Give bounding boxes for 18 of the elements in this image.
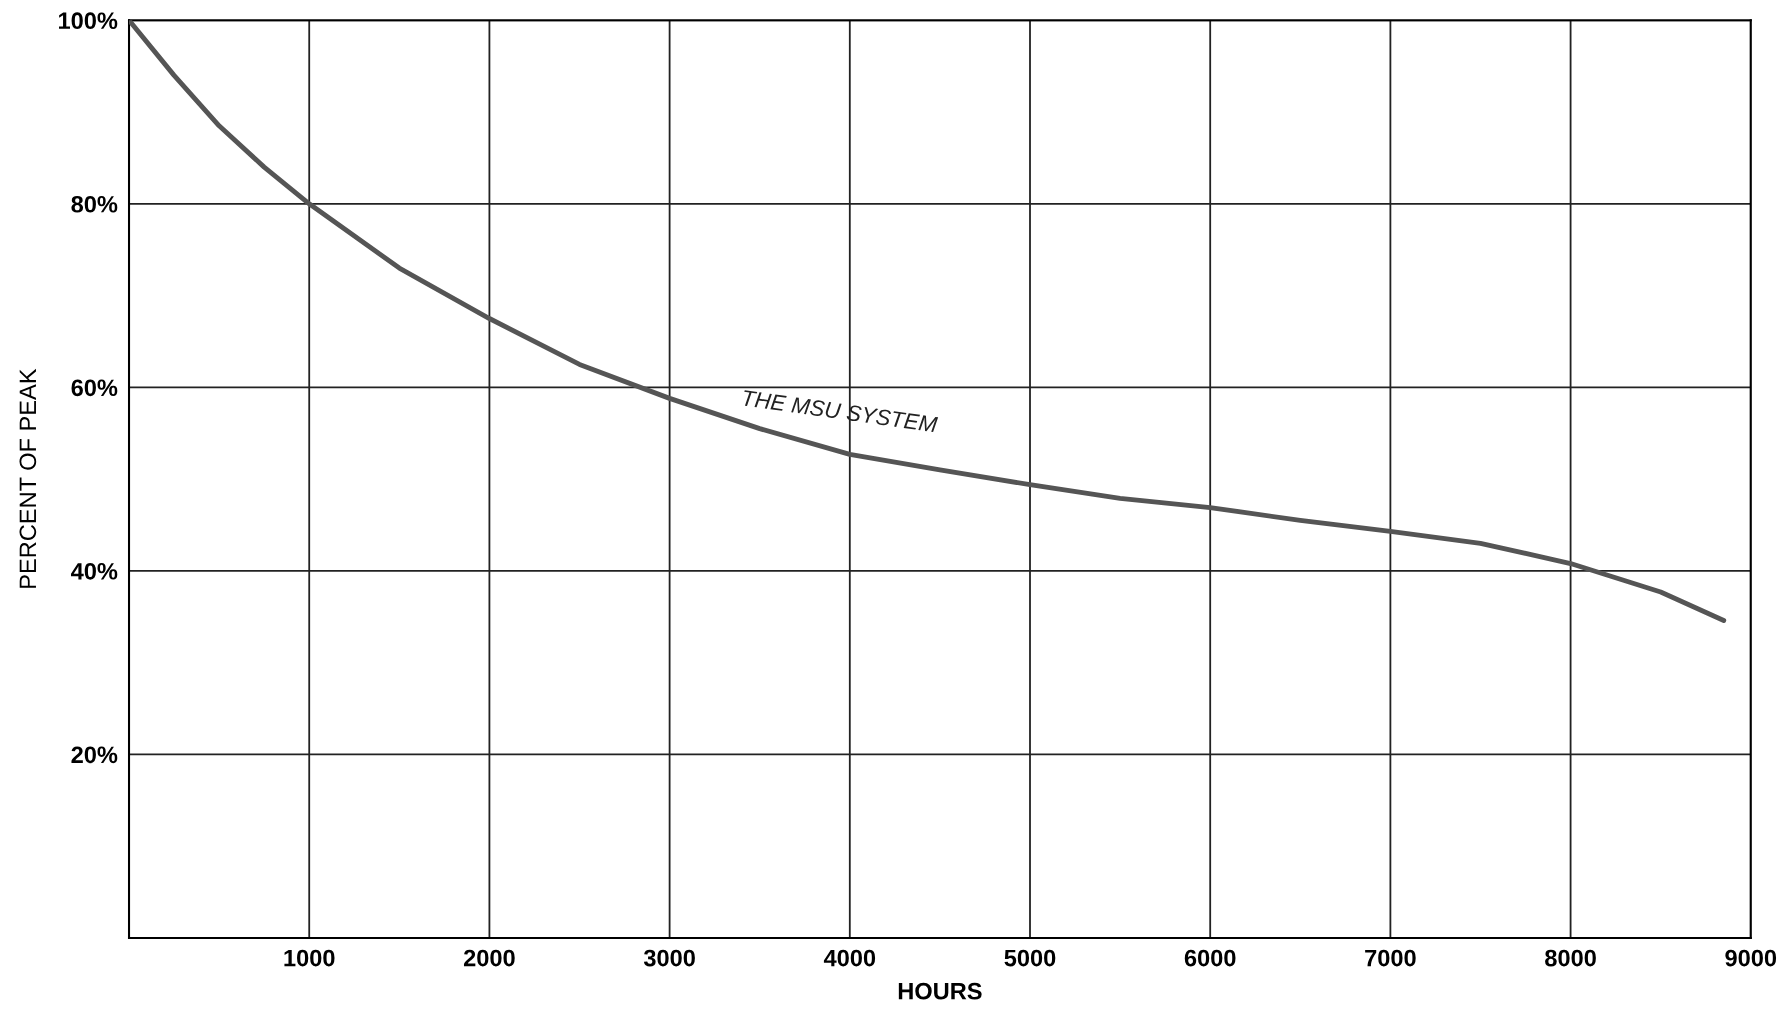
x-tick-label: 2000 (463, 949, 515, 967)
x-tick-label: 4000 (823, 949, 876, 967)
y-tick-label: 20% (71, 746, 118, 764)
x-tick-label: 8000 (1545, 949, 1596, 967)
x-tick-label: 9000 (1725, 949, 1777, 967)
x-tick-label: 1000 (284, 949, 335, 967)
x-tick-label: 7000 (1365, 949, 1416, 967)
x-tick-label: 3000 (643, 949, 695, 967)
y-tick-label: 80% (71, 195, 118, 213)
x-tick-label: 5000 (1004, 949, 1056, 967)
y-tick-label: 100% (59, 12, 118, 30)
x-tick-label: 6000 (1184, 949, 1236, 967)
x-axis-title: HOURS (898, 982, 982, 1000)
y-tick-label: 60% (71, 379, 118, 397)
y-tick-label: 40% (71, 562, 118, 580)
y-axis-title: PERCENT OF PEAK (19, 368, 37, 588)
text: THE MSU SYSTEM (742, 389, 939, 433)
line-series (129, 20, 1727, 623)
